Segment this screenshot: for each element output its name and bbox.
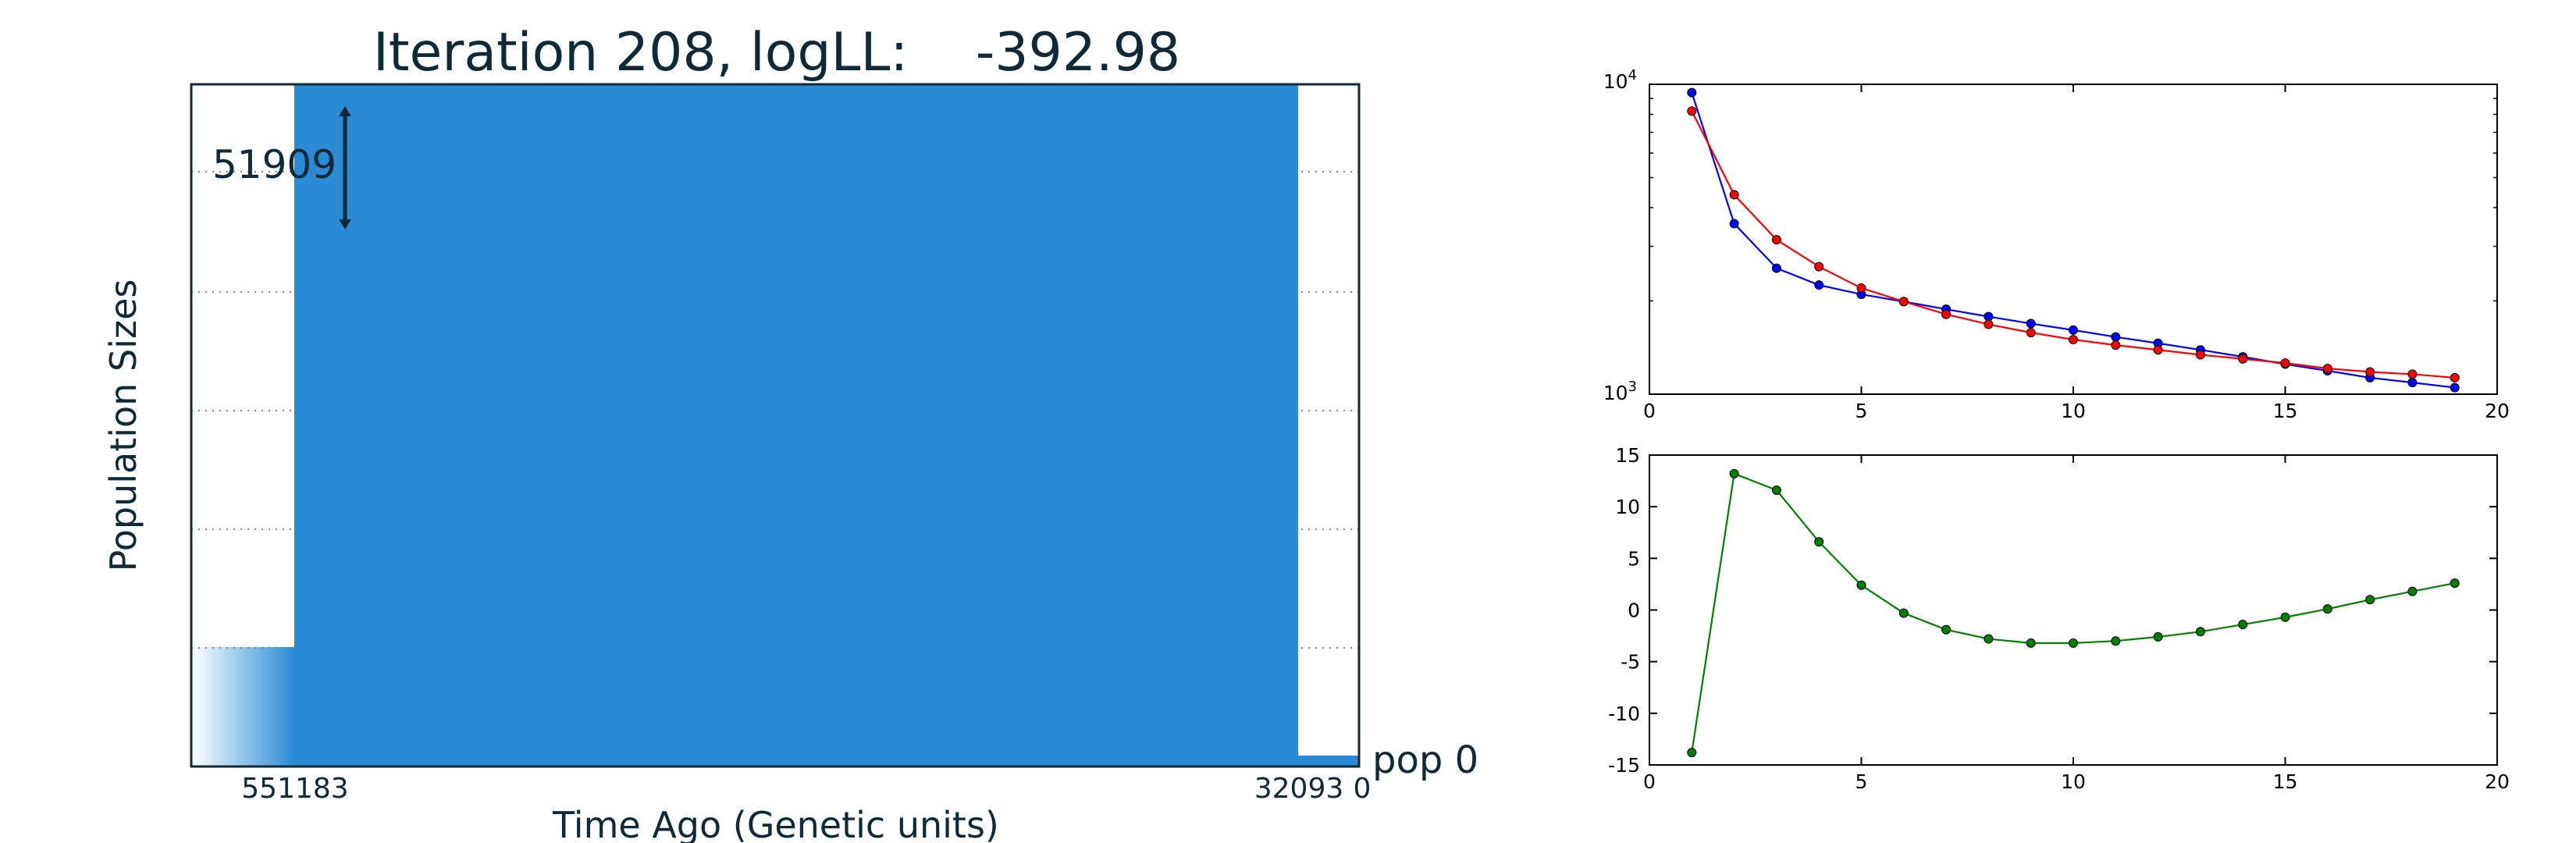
- log-series-0-point-4: [1814, 280, 1824, 290]
- difference-plot-y-tick-label--10: -10: [1608, 702, 1640, 725]
- demography-plot-frame: [190, 83, 1361, 768]
- log-series-1-point-11: [2111, 340, 2121, 350]
- log-series-1-point-4: [1814, 261, 1824, 272]
- demography-y-axis-label: Population Sizes: [102, 279, 144, 572]
- log-plot-series: [1687, 87, 2460, 393]
- log-series-1-point-10: [2069, 335, 2078, 345]
- difference-plot-y-tick-label-15: 15: [1615, 444, 1640, 467]
- pop-ancient-fade: [191, 647, 294, 767]
- difference-series-0-point-3: [1771, 485, 1781, 495]
- difference-series-0-point-6: [1898, 608, 1909, 618]
- demography-title: Iteration 208, logLL: -392.98: [373, 22, 1180, 84]
- difference-series-0-point-16: [2322, 604, 2332, 614]
- log-plot-x-tick-label-0: 0: [1643, 400, 1656, 422]
- log-series-1-point-14: [2238, 354, 2248, 364]
- log-series-0-point-11: [2111, 332, 2121, 342]
- log-series-1-point-19: [2450, 372, 2460, 382]
- log-series-1-point-18: [2407, 369, 2418, 379]
- log-series-1-point-2: [1729, 190, 1739, 200]
- log-series-1-point-12: [2153, 345, 2163, 355]
- svg-text:103: 103: [1603, 379, 1637, 404]
- log-series-1-point-13: [2195, 350, 2205, 360]
- log-series-0-point-18: [2407, 378, 2418, 388]
- difference-series-0-point-8: [1984, 634, 1994, 644]
- log-series-1-point-6: [1898, 297, 1909, 307]
- difference-plot-y-tick-label--15: -15: [1608, 754, 1640, 777]
- difference-series-0-line: [1691, 472, 2455, 753]
- log-plot-x-tick-label-5: 5: [1856, 400, 1868, 422]
- log-series-1-point-5: [1856, 283, 1866, 293]
- log-series-0-point-9: [2026, 318, 2036, 329]
- difference-plot-frame: [1649, 454, 2498, 766]
- log-series-1-point-7: [1941, 309, 1952, 319]
- log-series-0-point-8: [1984, 311, 1994, 322]
- difference-plot-y-tick-label-5: 5: [1628, 547, 1640, 570]
- log-series-1-point-16: [2322, 364, 2332, 374]
- difference-series-0-point-13: [2195, 627, 2205, 637]
- demography-panel: Iteration 208, logLL: -392.98 51909 Popu…: [102, 22, 1478, 843]
- difference-series-0-point-14: [2238, 620, 2248, 630]
- pop-size-block-51909: [294, 84, 1298, 767]
- difference-series-0-point-5: [1856, 580, 1866, 590]
- log-plot-x-tick-label-10: 10: [2061, 400, 2086, 422]
- difference-series-0-point-9: [2026, 638, 2036, 648]
- difference-plot-x-tick-label-10: 10: [2061, 770, 2086, 793]
- population-label-pop-0: pop 0: [1372, 738, 1478, 782]
- pop-size-block-recent: [1298, 756, 1359, 767]
- scale-bar-label: 51909: [212, 142, 336, 187]
- difference-series-0-point-17: [2365, 595, 2375, 605]
- difference-series-0-point-10: [2069, 638, 2078, 648]
- log-y-tick-label-1e3: 103: [1603, 379, 1637, 404]
- difference-series-0-point-18: [2407, 586, 2418, 596]
- difference-plot-x-tick-label-15: 15: [2273, 770, 2298, 793]
- x-tick-label-32093: 32093: [1254, 773, 1344, 805]
- difference-plot-series: [1687, 468, 2460, 758]
- x-tick-label-0: 0: [1354, 773, 1372, 805]
- log-series-0-point-1: [1687, 87, 1697, 98]
- log-series-0-point-10: [2069, 325, 2078, 335]
- log-series-0-point-19: [2450, 382, 2460, 393]
- difference-series-0-point-12: [2153, 631, 2163, 642]
- log-plot-axis-ticks: 0 5 10 15 20: [1643, 84, 2510, 422]
- demography-x-axis-label: Time Ago (Genetic units): [552, 804, 999, 843]
- difference-series-0-point-11: [2111, 636, 2121, 646]
- log-series-1-point-17: [2365, 367, 2375, 377]
- log-plot-x-tick-label-15: 15: [2273, 400, 2298, 422]
- log-plot-x-tick-label-20: 20: [2485, 400, 2510, 422]
- log-y-tick-label-1e4: 104: [1603, 67, 1637, 93]
- difference-series-0-point-15: [2280, 612, 2290, 622]
- difference-series-0-point-7: [1941, 624, 1952, 635]
- difference-series-0-point-19: [2450, 578, 2460, 589]
- difference-series-0-point-1: [1687, 748, 1697, 758]
- log-series-1-point-8: [1984, 319, 1994, 329]
- difference-series-0-point-4: [1814, 537, 1824, 547]
- difference-plot-y-tick-label-10: 10: [1615, 496, 1640, 518]
- log-series-1-point-9: [2026, 328, 2036, 338]
- difference-plot-x-tick-label-20: 20: [2485, 770, 2510, 793]
- log-scale-line-plot: 0 5 10 15 20 104 103: [1603, 67, 2510, 422]
- difference-plot-axis-ticks: 0 5 10 15 20 15 10 5 0 -5 -10 -15: [1608, 444, 2510, 793]
- difference-plot-x-tick-label-0: 0: [1643, 770, 1656, 793]
- population-scale-bar: [339, 106, 351, 229]
- difference-line-plot: 0 5 10 15 20 15 10 5 0 -5 -10 -15: [1608, 444, 2510, 793]
- log-series-1-point-15: [2280, 358, 2290, 368]
- x-tick-label-551183: 551183: [241, 773, 348, 805]
- difference-plot-y-tick-label-0: 0: [1628, 599, 1640, 622]
- log-series-1-point-1: [1687, 106, 1697, 116]
- difference-series-0-point-2: [1729, 468, 1739, 478]
- log-series-1-point-3: [1771, 235, 1781, 245]
- log-series-0-point-3: [1771, 263, 1781, 273]
- svg-text:104: 104: [1603, 67, 1637, 93]
- difference-plot-x-tick-label-5: 5: [1856, 770, 1868, 793]
- log-series-0-point-2: [1729, 219, 1739, 229]
- difference-plot-y-tick-label--5: -5: [1621, 651, 1640, 674]
